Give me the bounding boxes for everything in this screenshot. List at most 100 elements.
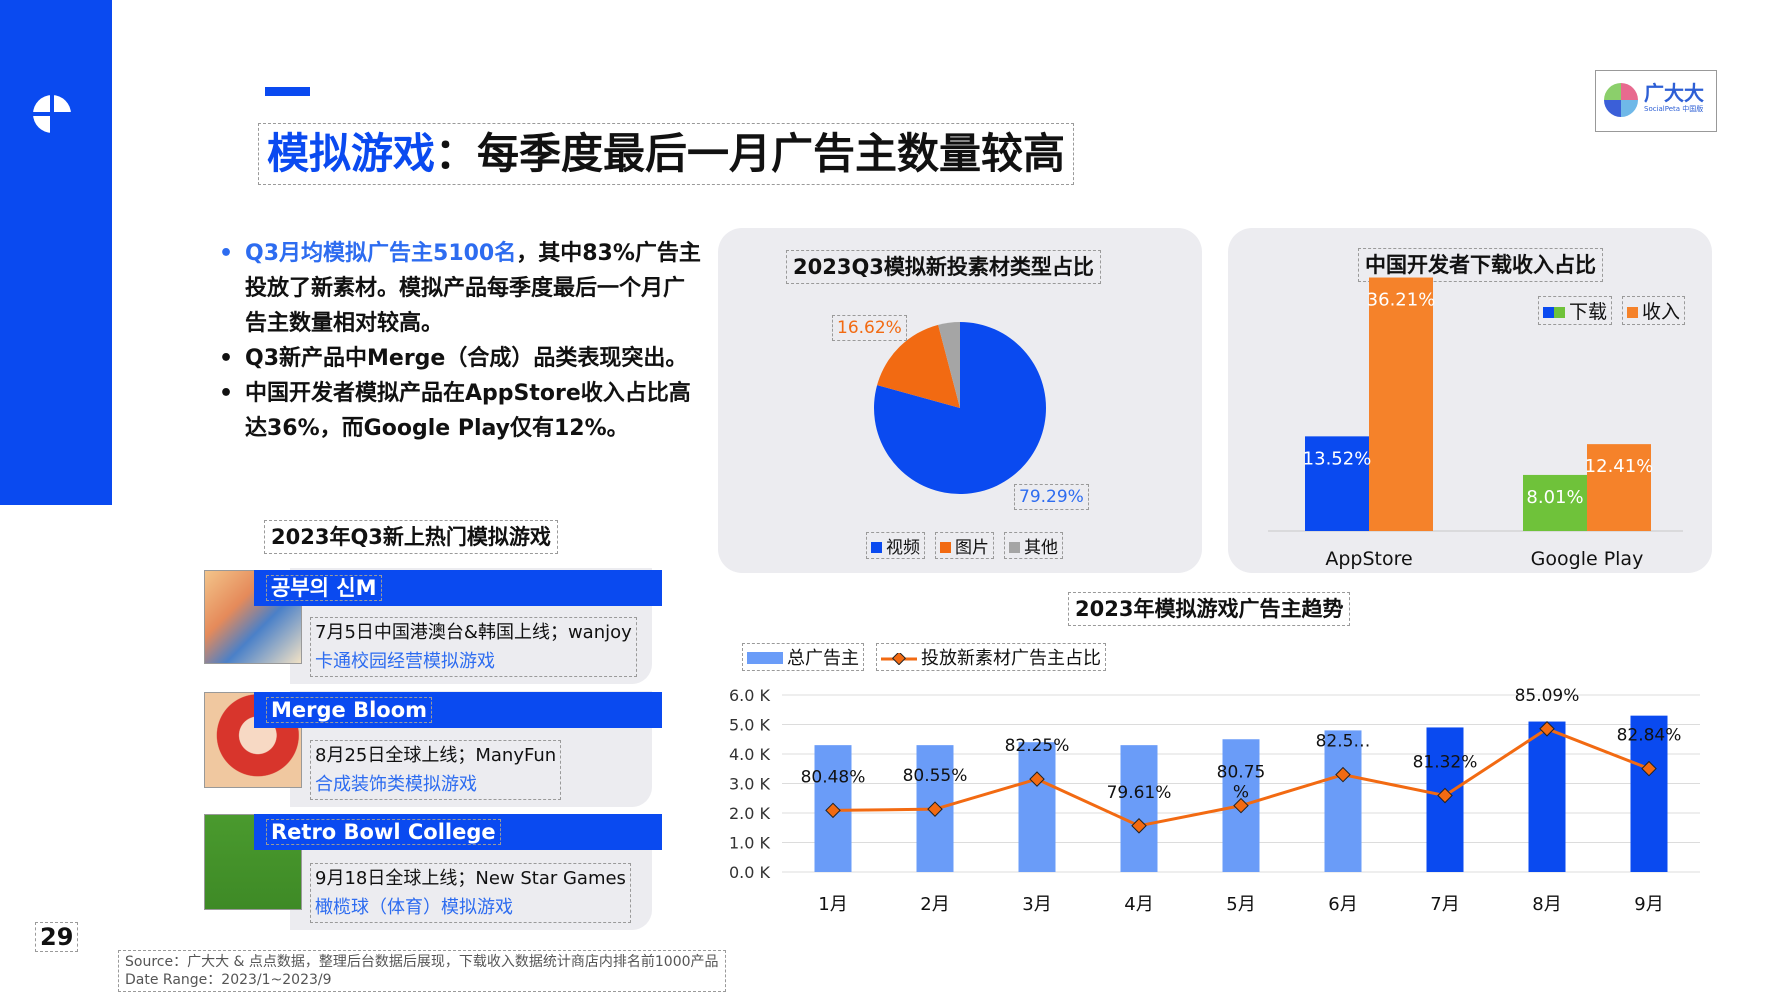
category-label: AppStore: [1325, 548, 1412, 570]
bar-label: 8.01%: [1526, 487, 1583, 508]
game-release: 7月5日中国港澳台&韩国上线；wanjoy: [315, 622, 632, 643]
bullet-dot-icon: •: [219, 241, 234, 266]
trend-bar: [1018, 742, 1056, 872]
ratio-marker: [1539, 721, 1555, 737]
y-tick-label: 5.0 K: [729, 716, 771, 735]
legend-label: 收入: [1642, 301, 1681, 323]
legend-item-revenue: 收入: [1622, 296, 1686, 325]
bullet-item: • 中国开发者模拟产品在AppStore收入占比高达36%，而Google Pla…: [215, 376, 705, 446]
pie-slice-2: [938, 322, 960, 408]
ratio-label: 82.84%: [1617, 726, 1682, 746]
x-tick-label: 8月: [1532, 894, 1561, 915]
y-tick-label: 3.0 K: [729, 775, 771, 794]
legend-swatch-other-icon: [1009, 542, 1020, 553]
pie-chart: [874, 322, 1046, 494]
bar-chart-legend: 下载 收入: [1538, 296, 1686, 325]
game-name: Retro Bowl College: [266, 819, 501, 845]
pie-label-image: 16.62%: [832, 315, 907, 341]
legend-swatch-total-icon: [747, 652, 783, 664]
brand-name: 广大大: [1644, 81, 1704, 105]
game-category: 橄榄球（体育）模拟游戏: [315, 897, 513, 918]
game-release: 9月18日全球上线；New Star Games: [315, 868, 626, 889]
legend-label: 投放新素材广告主占比: [921, 648, 1101, 669]
bullet-list: • Q3月均模拟广告主5100名，其中83%广告主投放了新素材。模拟产品每季度最后…: [215, 236, 705, 446]
bar-download: [1523, 474, 1587, 531]
x-tick-label: 3月: [1022, 894, 1051, 915]
legend-label: 其他: [1024, 538, 1058, 558]
game-title-bar: Retro Bowl College: [254, 814, 662, 850]
ratio-label: 80.48%: [801, 767, 866, 787]
dev-share-chart: 13.52% 36.21% AppStore 8.01%12.41% Google Pl…: [1268, 277, 1683, 570]
legend-item-image: 图片: [935, 532, 994, 559]
bullet-text: 中国开发者模拟产品在AppStore收入占比高达36%，而Google Play…: [245, 381, 691, 441]
ratio-label: 82.5…: [1316, 732, 1371, 752]
legend-label: 图片: [955, 538, 989, 558]
game-category: 合成装饰类模拟游戏: [315, 774, 477, 795]
ratio-marker: [1335, 766, 1351, 783]
legend-item-other: 其他: [1004, 532, 1063, 559]
legend-item-total: 总广告主: [742, 643, 864, 671]
title-rest: ：每季度最后一月广告主数量较高: [435, 129, 1066, 178]
bar-label: 12.41%: [1585, 456, 1654, 477]
ratio-label: 82.25%: [1005, 736, 1070, 756]
brand-logo: 广大大 SocialPeta 中国版: [1595, 70, 1717, 132]
title-accent-bar: [265, 87, 310, 96]
legend-label: 下载: [1569, 301, 1608, 323]
bullet-item: • Q3月均模拟广告主5100名，其中83%广告主投放了新素材。模拟产品每季度最后…: [215, 236, 705, 341]
legend-item-video: 视频: [866, 532, 925, 559]
pie-legend: 视频 图片 其他: [866, 532, 1063, 559]
game-info: 7月5日中国港澳台&韩国上线；wanjoy 卡通校园经营模拟游戏: [310, 617, 637, 677]
source-note: Source：广大大 & 点点数据，整理后台数据后展现，下载收入数据统计商店内排…: [118, 950, 726, 992]
game-category: 卡通校园经营模拟游戏: [315, 651, 495, 672]
ratio-marker: [1131, 818, 1147, 834]
bar-download: [1305, 436, 1369, 531]
legend-swatch-download-green-icon: [1554, 307, 1565, 318]
trend-chart-title: 2023年模拟游戏广告主趋势: [1068, 592, 1351, 626]
ratio-marker: [1233, 797, 1249, 814]
game-info: 9月18日全球上线；New Star Games 橄榄球（体育）模拟游戏: [310, 863, 631, 923]
game-release: 8月25日全球上线；ManyFun: [315, 745, 557, 766]
source-line: Source：广大大 & 点点数据，整理后台数据后展现，下载收入数据统计商店内排…: [125, 954, 719, 970]
bullet-dot-icon: •: [219, 346, 234, 371]
category-label: Google Play: [1531, 548, 1644, 570]
legend-label: 总广告主: [787, 648, 859, 669]
legend-item-download: 下载: [1538, 296, 1613, 325]
ratio-label: 80.75%: [1217, 763, 1266, 803]
x-tick-label: 1月: [818, 894, 847, 915]
bullet-highlight: Q3月均模拟广告主5100名: [245, 241, 517, 266]
page-title: 模拟游戏：每季度最后一月广告主数量较高: [258, 123, 1075, 185]
game-info: 8月25日全球上线；ManyFun 合成装饰类模拟游戏: [310, 740, 562, 800]
x-tick-label: 9月: [1634, 894, 1663, 915]
legend-label: 视频: [886, 538, 920, 558]
y-tick-label: 6.0 K: [729, 686, 771, 705]
trend-bar: [1120, 745, 1158, 872]
ratio-marker: [1437, 787, 1453, 804]
legend-swatch-revenue-icon: [1627, 307, 1639, 318]
trend-bar: [1630, 715, 1668, 872]
y-tick-label: 2.0 K: [729, 804, 771, 823]
ratio-label: 81.32%: [1413, 753, 1478, 773]
legend-swatch-download-icon: [1543, 307, 1554, 318]
bullet-item: • Q3新产品中Merge（合成）品类表现突出。: [215, 341, 705, 376]
page-number: 29: [35, 922, 79, 952]
bar-label: 36.21%: [1367, 290, 1436, 311]
legend-swatch-video-icon: [871, 542, 882, 553]
ratio-marker: [1029, 771, 1045, 787]
bullet-dot-icon: •: [219, 381, 234, 406]
game-title-bar: Merge Bloom: [254, 692, 662, 728]
bar-chart-title: 中国开发者下载收入占比: [1358, 248, 1603, 282]
x-tick-label: 6月: [1328, 894, 1357, 915]
x-tick-label: 4月: [1124, 894, 1153, 915]
y-tick-label: 0.0 K: [729, 863, 771, 882]
bullet-text: Q3新产品中Merge（合成）品类表现突出。: [245, 346, 688, 371]
games-section-title: 2023年Q3新上热门模拟游戏: [264, 520, 558, 554]
pie-chart-title: 2023Q3模拟新投素材类型占比: [786, 250, 1101, 284]
trend-bar: [1324, 730, 1362, 872]
bar-label: 13.52%: [1303, 448, 1372, 469]
game-name: Merge Bloom: [266, 697, 433, 723]
x-tick-label: 5月: [1226, 894, 1255, 915]
ratio-marker: [825, 802, 841, 819]
bar-revenue: [1587, 444, 1651, 531]
pie-slice-1: [877, 324, 960, 408]
title-highlight: 模拟游戏: [267, 129, 436, 178]
